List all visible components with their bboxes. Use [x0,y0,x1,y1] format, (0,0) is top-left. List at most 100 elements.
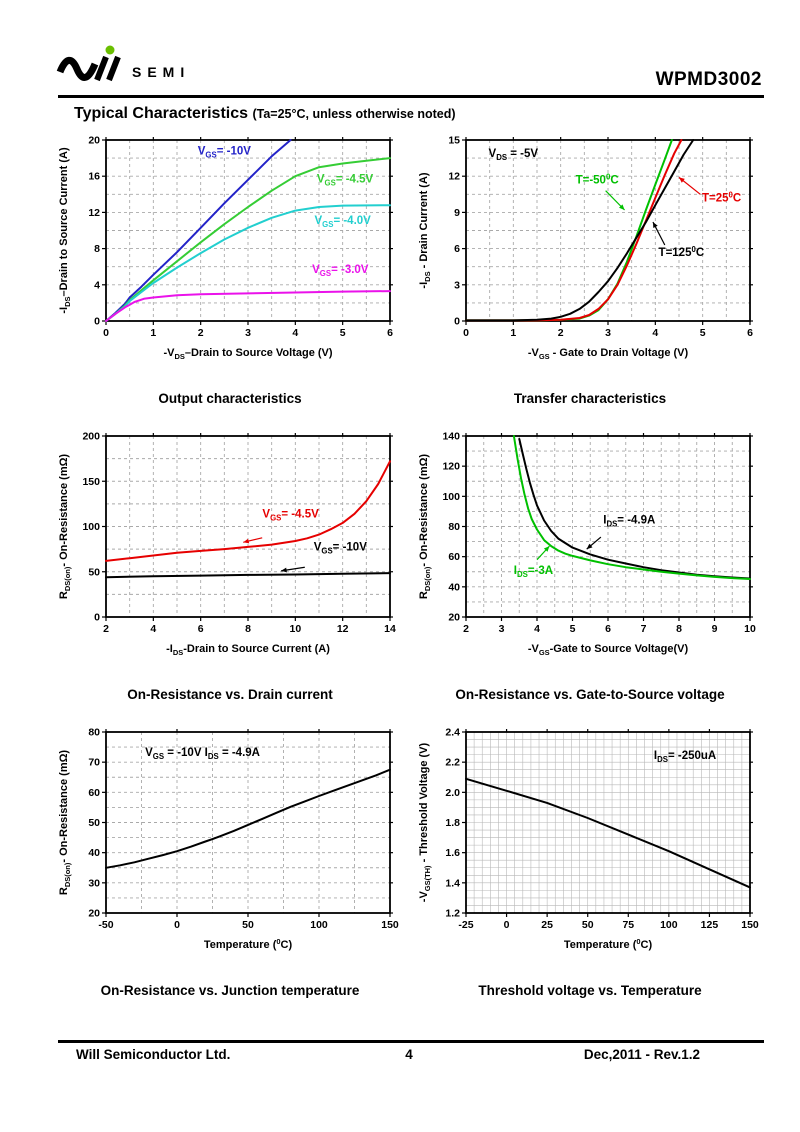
svg-text:10: 10 [744,623,756,635]
on-resistance-vs-gate-source-voltage-chart: 2 3 4 5 6 7 8 9 10 20 40 60 80 100 120 140 -VGS-Gate to … [418,431,756,658]
svg-text:0: 0 [504,919,510,931]
svg-text:1.2: 1.2 [445,908,460,920]
svg-text:RDS(on)- On-Resistance (mΩ): RDS(on)- On-Resistance (mΩ) [58,750,72,896]
svg-text:9: 9 [712,623,718,635]
svg-text:VDS = -5V: VDS = -5V [489,148,539,162]
svg-text:0: 0 [174,919,180,931]
svg-text:8: 8 [245,623,251,635]
svg-text:70: 70 [88,757,100,769]
logo-slash-1 [94,55,109,82]
svg-text:VGS = -10V IDS = -4.9A: VGS = -10V IDS = -4.9A [145,747,260,761]
figure-on-resistance-vs-drain-current: 2 4 6 8 10 12 14 0 50 100 150 200 -IDS-Drain to Sour… [56,427,404,703]
chart-caption: On-Resistance vs. Gate-to-Source voltage [455,687,725,702]
svg-text:5: 5 [700,327,706,339]
svg-text:VGS= -3.0V: VGS= -3.0V [312,264,369,278]
svg-text:8: 8 [94,243,100,255]
svg-text:100: 100 [442,491,460,503]
svg-text:7: 7 [641,623,647,635]
svg-text:150: 150 [741,919,759,931]
svg-text:-IDS-Drain to Source Current (: -IDS-Drain to Source Current (A) [166,643,330,657]
svg-text:-VDS–Drain to Source Voltage (: -VDS–Drain to Source Voltage (V) [163,347,332,361]
svg-text:-IDS–Drain to Source Current (: -IDS–Drain to Source Current (A) [58,147,72,314]
svg-text:2.0: 2.0 [445,787,460,799]
svg-text:150: 150 [381,919,399,931]
svg-text:4: 4 [94,279,100,291]
svg-text:4: 4 [652,327,658,339]
svg-text:Temperature (0C): Temperature (0C) [204,937,293,951]
svg-text:6: 6 [387,327,393,339]
svg-text:6: 6 [605,623,611,635]
svg-text:8: 8 [676,623,682,635]
svg-text:75: 75 [622,919,634,931]
svg-text:50: 50 [88,566,100,578]
chart-caption: Output characteristics [158,391,302,406]
svg-text:9: 9 [454,207,460,219]
figure-threshold-voltage-vs-temperature: -25 0 25 50 75 100 125 150 1.2 1.4 1.6 1.8 2.0 2.2 2.4… [416,723,764,999]
svg-text:6: 6 [198,623,204,635]
svg-text:16: 16 [88,171,100,183]
svg-text:4: 4 [292,327,298,339]
svg-text:2: 2 [558,327,564,339]
footer-company: Will Semiconductor Ltd. [76,1047,231,1062]
svg-text:60: 60 [88,787,100,799]
svg-text:0: 0 [94,316,100,328]
svg-text:T=250C: T=250C [702,191,741,205]
svg-text:3: 3 [245,327,251,339]
page-footer: Will Semiconductor Ltd. 4 Dec,2011 - Rev… [76,1047,742,1062]
svg-text:-25: -25 [458,919,473,931]
chart-caption: On-Resistance vs. Junction temperature [100,983,360,998]
svg-text:14: 14 [384,623,396,635]
svg-text:125: 125 [701,919,719,931]
svg-text:3: 3 [454,279,460,291]
svg-text:3: 3 [605,327,611,339]
svg-text:5: 5 [570,623,576,635]
will-semi-logo: SEMI [56,44,216,93]
logo-brand-text: SEMI [132,64,190,80]
svg-text:VGS= -10V: VGS= -10V [314,541,368,555]
svg-text:40: 40 [88,847,100,859]
svg-text:2.4: 2.4 [445,727,460,739]
logo-green-dot [105,45,115,55]
logo-wave [56,56,99,81]
svg-text:VGS= -4.5V: VGS= -4.5V [317,174,374,188]
page-title: Typical Characteristics (Ta=25°C, unless… [74,105,800,123]
figure-on-resistance-vs-junction-temperature: -50 0 50 100 150 20 30 40 50 60 70 80 Temperature (0… [56,723,404,999]
svg-text:50: 50 [582,919,594,931]
svg-text:12: 12 [337,623,349,635]
svg-text:2: 2 [198,327,204,339]
on-resistance-vs-drain-current-chart: 2 4 6 8 10 12 14 0 50 100 150 200 -IDS-Drain to Sour… [58,431,396,658]
figure-on-resistance-vs-gate-source-voltage: 2 3 4 5 6 7 8 9 10 20 40 60 80 100 120 140 -VGS-Gate to … [416,427,764,703]
svg-text:12: 12 [448,171,460,183]
footer-page-number: 4 [405,1047,413,1062]
chart-caption: On-Resistance vs. Drain current [127,687,333,702]
svg-text:3: 3 [499,623,505,635]
threshold-voltage-vs-temperature-chart: -25 0 25 50 75 100 125 150 1.2 1.4 1.6 1.8 2.0 2.2 2.4… [418,727,759,952]
svg-text:50: 50 [242,919,254,931]
svg-text:0: 0 [463,327,469,339]
svg-text:140: 140 [442,431,460,443]
header-rule [58,95,764,98]
svg-text:IDS= -250uA: IDS= -250uA [654,750,716,764]
svg-text:100: 100 [660,919,678,931]
svg-text:-IDS - Drain Current (A): -IDS - Drain Current (A) [418,172,432,288]
svg-text:5: 5 [340,327,346,339]
svg-text:T=-500C: T=-500C [576,172,619,186]
figure-transfer-characteristics: 0 1 2 3 4 5 6 0 3 6 9 12 15 -VGS - Gate to Drain Volt… [416,131,764,407]
svg-text:20: 20 [448,612,460,624]
svg-text:60: 60 [448,551,460,563]
svg-text:VGS= -10V: VGS= -10V [198,145,252,159]
svg-text:2: 2 [103,623,109,635]
svg-text:100: 100 [310,919,328,931]
svg-text:VGS= -4.5V: VGS= -4.5V [262,508,319,522]
will-semi-logo-graphic: SEMI [56,45,190,82]
svg-text:IDS= -4.9A: IDS= -4.9A [603,514,655,528]
svg-text:40: 40 [448,581,460,593]
svg-text:10: 10 [289,623,301,635]
svg-text:200: 200 [82,431,100,443]
svg-text:4: 4 [150,623,156,635]
svg-text:0: 0 [103,327,109,339]
svg-text:-VGS - Gate to Drain Voltage (: -VGS - Gate to Drain Voltage (V) [528,347,689,361]
